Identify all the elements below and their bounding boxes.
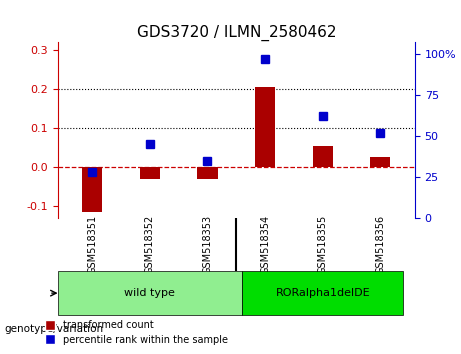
Bar xyxy=(197,167,218,179)
Text: genotype/variation: genotype/variation xyxy=(5,324,104,334)
Text: GSM518354: GSM518354 xyxy=(260,215,270,274)
FancyBboxPatch shape xyxy=(58,271,242,315)
Bar xyxy=(255,87,275,167)
Text: wild type: wild type xyxy=(124,288,175,298)
Bar xyxy=(370,158,390,167)
Bar xyxy=(82,167,102,212)
Text: GSM518351: GSM518351 xyxy=(87,215,97,274)
Text: RORalpha1delDE: RORalpha1delDE xyxy=(275,288,370,298)
Text: GSM518352: GSM518352 xyxy=(145,215,155,274)
FancyBboxPatch shape xyxy=(242,271,403,315)
Text: GSM518356: GSM518356 xyxy=(375,215,385,274)
Text: GSM518355: GSM518355 xyxy=(318,215,328,274)
Text: GSM518353: GSM518353 xyxy=(202,215,213,274)
Bar xyxy=(140,167,160,179)
Title: GDS3720 / ILMN_2580462: GDS3720 / ILMN_2580462 xyxy=(136,25,336,41)
Bar xyxy=(313,146,333,167)
Legend: transformed count, percentile rank within the sample: transformed count, percentile rank withi… xyxy=(42,316,232,349)
